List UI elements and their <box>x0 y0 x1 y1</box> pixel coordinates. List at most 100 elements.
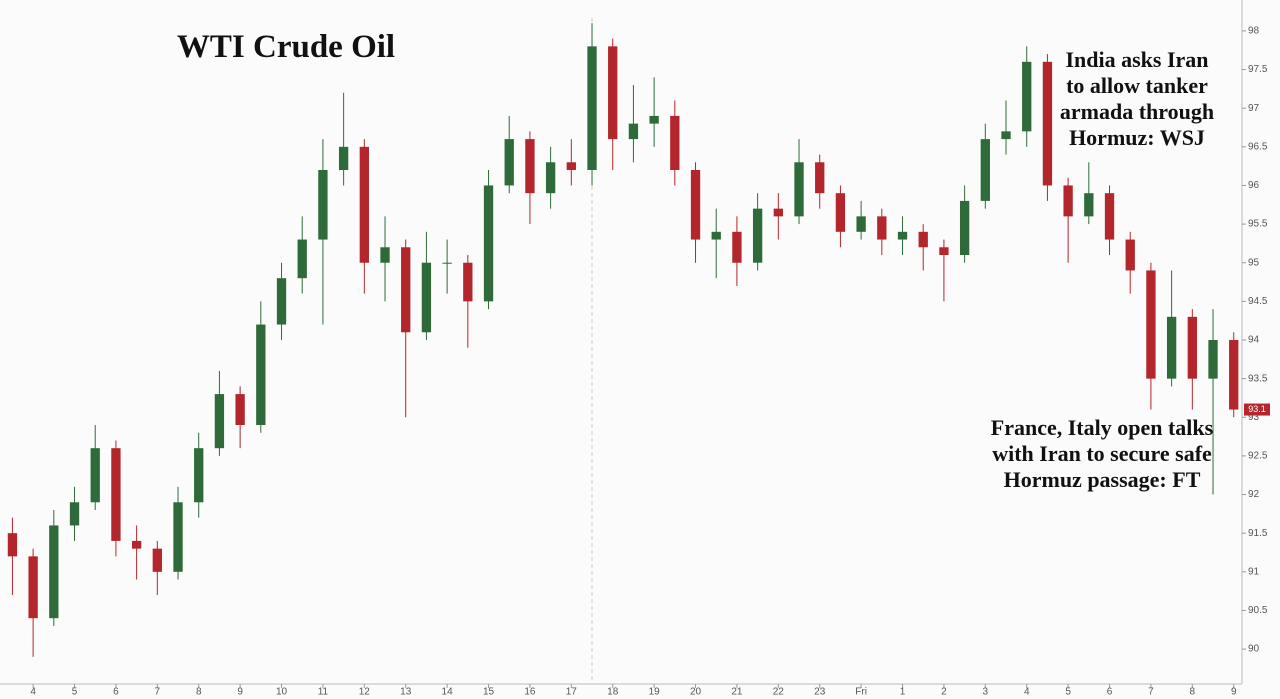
candle-body <box>152 548 162 572</box>
candle-body <box>194 448 204 503</box>
y-tick-label: 95 <box>1248 257 1260 268</box>
x-tick-label: Fri <box>855 687 867 698</box>
candle-body <box>897 231 908 240</box>
candle-body <box>587 46 597 171</box>
candle-body <box>504 139 514 186</box>
y-tick-label: 92.5 <box>1248 451 1268 462</box>
candle-body <box>545 162 556 194</box>
candle-body <box>670 115 680 170</box>
x-tick-label: 12 <box>359 687 371 698</box>
x-tick-label: 6 <box>1107 687 1113 698</box>
y-tick-label: 96.5 <box>1248 141 1268 152</box>
x-tick-label: 13 <box>400 687 412 698</box>
x-tick-label: 4 <box>30 687 36 698</box>
candle-body <box>835 193 846 232</box>
x-tick-label: 1 <box>900 687 906 698</box>
x-tick-label: 16 <box>524 687 536 698</box>
candle-body <box>711 231 721 240</box>
candle-body <box>69 502 80 526</box>
candle-body <box>338 146 349 170</box>
x-tick-label: 4 <box>1024 687 1030 698</box>
candle-body <box>980 139 990 201</box>
x-tick-label: 15 <box>483 687 495 698</box>
y-tick-label: 97 <box>1248 103 1260 114</box>
candle-body <box>297 239 307 279</box>
candle-body <box>276 278 287 325</box>
x-tick-label: 19 <box>649 687 661 698</box>
x-tick-label: 5 <box>1065 687 1071 698</box>
y-tick-label: 97.5 <box>1248 64 1268 75</box>
candle-body <box>877 216 887 240</box>
x-tick-label: 7 <box>1148 687 1154 698</box>
y-tick-label: 92 <box>1248 489 1260 500</box>
y-tick-label: 95.5 <box>1248 219 1268 230</box>
candle-body <box>1187 316 1197 379</box>
x-tick-label: 23 <box>814 687 826 698</box>
x-tick-label: 6 <box>113 687 119 698</box>
x-tick-label: 18 <box>607 687 619 698</box>
annotation: to allow tanker <box>1066 73 1208 98</box>
candle-body <box>1001 131 1011 140</box>
candle-body <box>1208 340 1218 379</box>
candle-body <box>856 216 866 232</box>
y-tick-label: 93 <box>1248 412 1260 423</box>
annotation: France, Italy open talks <box>991 415 1214 440</box>
candle-body <box>483 185 494 302</box>
candle-body <box>1104 193 1115 240</box>
candle-body <box>421 262 432 333</box>
candle-body <box>173 502 183 572</box>
candle-body <box>318 170 328 240</box>
last-price-label: 93.1 <box>1248 404 1266 414</box>
x-tick-label: 14 <box>442 687 454 698</box>
annotation: with Iran to secure safe <box>992 441 1212 466</box>
x-tick-label: 3 <box>983 687 989 698</box>
candle-body <box>131 540 142 549</box>
y-tick-label: 98 <box>1248 26 1260 37</box>
x-tick-label: 8 <box>1190 687 1196 698</box>
candle-body <box>1125 239 1135 271</box>
y-tick-label: 90 <box>1248 644 1260 655</box>
y-tick-label: 91 <box>1248 566 1260 577</box>
x-tick-label: 9 <box>1231 687 1237 698</box>
candle-body <box>442 262 452 264</box>
annotation: Hormuz: WSJ <box>1069 125 1205 150</box>
y-tick-label: 93.5 <box>1248 373 1268 384</box>
candle-body <box>690 170 701 240</box>
candle-body <box>214 394 225 449</box>
chart-title: WTI Crude Oil <box>177 29 395 65</box>
candle-body <box>1166 316 1177 379</box>
candle-body <box>28 556 38 619</box>
candle-body <box>380 247 390 263</box>
candle-body <box>608 46 618 140</box>
x-tick-label: 10 <box>276 687 288 698</box>
x-tick-label: 2 <box>941 687 947 698</box>
candle-body <box>401 247 411 333</box>
candle-body <box>525 139 535 194</box>
x-tick-label: 11 <box>318 687 329 698</box>
x-tick-label: 7 <box>155 687 161 698</box>
candle-body <box>959 200 970 255</box>
candle-body <box>359 146 369 263</box>
candle-body <box>90 448 100 503</box>
candle-body <box>732 231 742 263</box>
y-tick-label: 94 <box>1248 335 1260 346</box>
x-tick-label: 8 <box>196 687 202 698</box>
candle-body <box>566 162 576 170</box>
candle-body <box>752 208 763 263</box>
x-tick-label: 20 <box>690 687 702 698</box>
candle-body <box>1229 340 1239 410</box>
x-tick-label: 21 <box>731 687 743 698</box>
candle-body <box>794 162 804 217</box>
x-tick-label: 22 <box>773 687 785 698</box>
candle-body <box>1042 61 1053 186</box>
candle-body <box>1084 193 1094 217</box>
candle-body <box>235 394 245 425</box>
candle-body <box>256 324 266 425</box>
candle-body <box>111 448 121 541</box>
annotation: India asks Iran <box>1065 47 1208 72</box>
y-tick-label: 90.5 <box>1248 605 1268 616</box>
y-tick-label: 96 <box>1248 180 1260 191</box>
candle-body <box>1063 185 1073 217</box>
candle-body <box>1146 270 1156 379</box>
